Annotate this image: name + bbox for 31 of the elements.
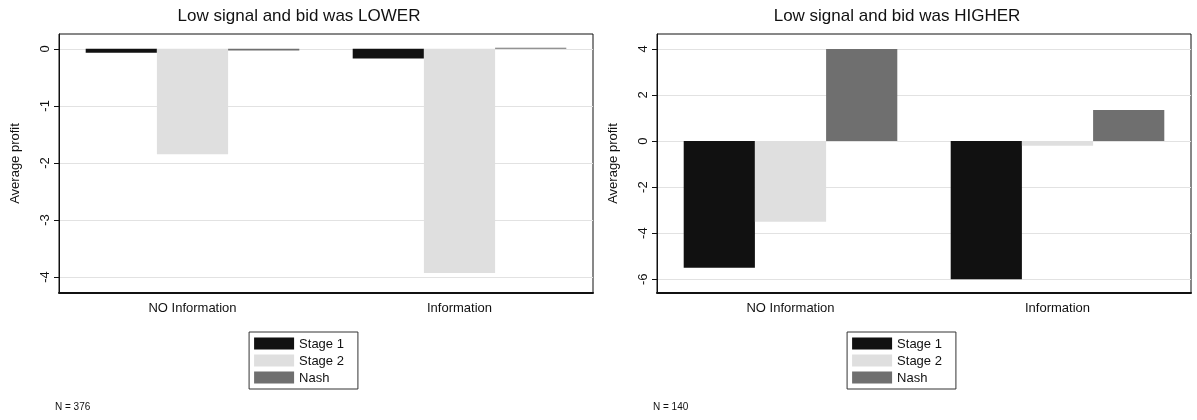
y-tick-label: -4 [635, 227, 650, 239]
chart-title: Low signal and bid was HIGHER [773, 6, 1021, 25]
y-tick-label: 2 [635, 91, 650, 99]
y-axis-title: Average profit [7, 122, 22, 204]
bar [1093, 109, 1165, 142]
x-tick-label: NO Information [148, 300, 237, 315]
y-tick-label: 0 [635, 137, 650, 145]
chart-title: Low signal and bid was LOWER [177, 6, 421, 25]
x-tick-label: NO Information [746, 300, 835, 315]
legend-label: Stage 2 [299, 353, 344, 368]
y-tick-label: -6 [635, 273, 650, 285]
y-tick-label: -3 [37, 214, 52, 226]
y-tick-label: -4 [37, 271, 52, 283]
bar [683, 141, 755, 268]
legend-label: Nash [897, 370, 928, 385]
legend-label: Nash [299, 370, 330, 385]
y-tick-label: -2 [635, 181, 650, 193]
bar [826, 48, 898, 142]
text: N = 140 [653, 401, 689, 412]
y-tick-label: -2 [37, 157, 52, 169]
bar [950, 141, 1022, 280]
y-tick-label: -1 [37, 100, 52, 112]
y-axis-title: Average profit [605, 122, 620, 204]
x-tick-label: Information [1024, 300, 1091, 315]
y-tick-label: 0 [37, 45, 52, 53]
legend-label: Stage 1 [897, 336, 942, 351]
legend-label: Stage 1 [299, 336, 344, 351]
x-tick-label: Information [426, 300, 493, 315]
legend-label: Stage 2 [897, 353, 942, 368]
y-tick-label: 4 [635, 45, 650, 53]
text: N = 376 [55, 401, 91, 412]
